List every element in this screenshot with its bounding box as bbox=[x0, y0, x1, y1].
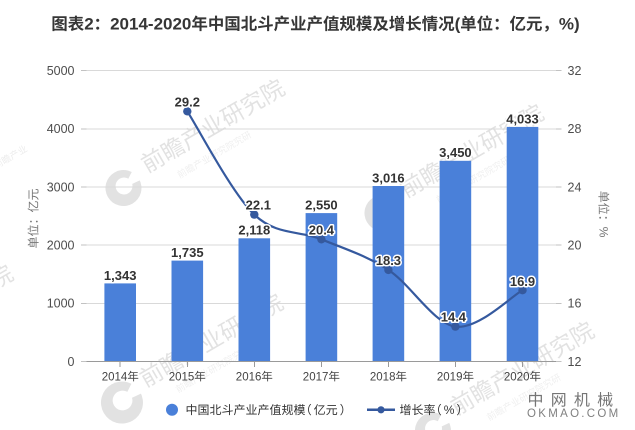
svg-text:16: 16 bbox=[568, 297, 582, 311]
svg-text:5000: 5000 bbox=[47, 64, 75, 78]
svg-text:1,735: 1,735 bbox=[171, 245, 204, 260]
svg-text:%): %) bbox=[559, 15, 580, 34]
svg-text:28: 28 bbox=[568, 122, 582, 136]
svg-text:24: 24 bbox=[568, 180, 582, 194]
svg-text:2016: 2016 bbox=[236, 372, 262, 384]
svg-text:2,118: 2,118 bbox=[238, 223, 270, 238]
svg-text:3000: 3000 bbox=[47, 180, 75, 194]
svg-text:OKMAO.COM: OKMAO.COM bbox=[527, 408, 621, 420]
svg-text:2000: 2000 bbox=[47, 238, 75, 252]
svg-text:16.9: 16.9 bbox=[510, 274, 535, 289]
svg-text:2014-2020: 2014-2020 bbox=[110, 15, 191, 34]
svg-text:0: 0 bbox=[68, 355, 75, 369]
svg-text:3,450: 3,450 bbox=[439, 145, 472, 160]
svg-text:%: % bbox=[444, 403, 455, 417]
svg-text:2,550: 2,550 bbox=[305, 198, 338, 213]
svg-text:2: 2 bbox=[84, 15, 93, 34]
svg-text:32: 32 bbox=[568, 64, 582, 78]
svg-text:20: 20 bbox=[568, 238, 582, 252]
svg-text:4,033: 4,033 bbox=[506, 111, 539, 126]
svg-text:2014: 2014 bbox=[102, 372, 128, 384]
svg-text:12: 12 bbox=[568, 355, 582, 369]
svg-text:2015: 2015 bbox=[169, 372, 195, 384]
svg-text:2018: 2018 bbox=[370, 372, 396, 384]
svg-text:2020: 2020 bbox=[504, 372, 530, 384]
svg-text:4000: 4000 bbox=[47, 122, 75, 136]
svg-text:1000: 1000 bbox=[47, 297, 75, 311]
svg-text:20.4: 20.4 bbox=[309, 222, 335, 237]
svg-text:2017: 2017 bbox=[303, 372, 329, 384]
svg-text:14.4: 14.4 bbox=[441, 310, 467, 325]
svg-text:1,343: 1,343 bbox=[104, 268, 137, 283]
svg-text:3,016: 3,016 bbox=[372, 170, 405, 185]
svg-text:22.1: 22.1 bbox=[246, 198, 271, 213]
svg-text:18.3: 18.3 bbox=[376, 253, 401, 268]
svg-text:(: ( bbox=[455, 15, 461, 34]
svg-text:2019: 2019 bbox=[437, 372, 463, 384]
svg-text:29.2: 29.2 bbox=[175, 94, 200, 109]
svg-text:%: % bbox=[596, 227, 610, 238]
